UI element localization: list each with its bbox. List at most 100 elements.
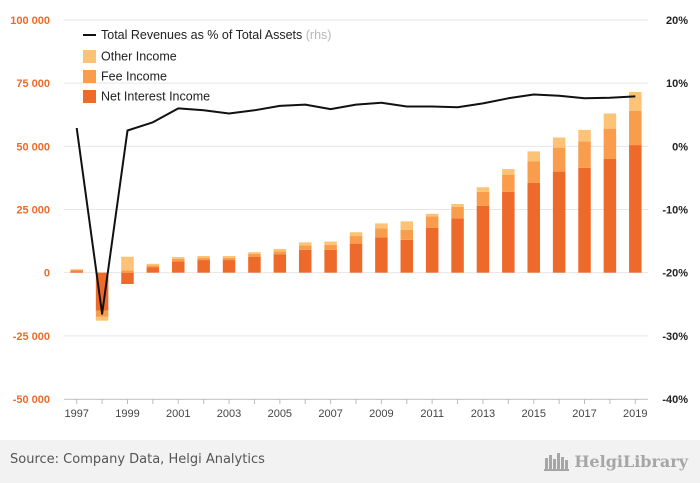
left-tick-label: 0 <box>44 268 50 280</box>
legend-swatch <box>83 90 96 103</box>
bar-fee-income <box>298 245 312 250</box>
x-tick-label: 2013 <box>471 408 495 420</box>
bar-fee-income <box>552 147 566 172</box>
right-axis: 20% 10% 0% -10% -20% -30% -40% <box>662 15 688 406</box>
x-tick-label: 2011 <box>420 408 444 420</box>
bar-fee-income <box>375 228 388 238</box>
bar-fee-income <box>451 206 464 219</box>
x-tick-label: 2007 <box>318 408 342 420</box>
library-icon <box>544 453 570 471</box>
bar-net-interest-income <box>121 272 134 285</box>
bar-other-income <box>578 129 591 142</box>
bar-net-interest-income <box>197 260 210 273</box>
right-tick-label: -40% <box>662 394 688 406</box>
right-tick-label: -20% <box>662 268 688 280</box>
bar-fee-income <box>527 161 540 183</box>
bar-fee-income <box>476 191 490 206</box>
bar-other-income <box>172 257 185 259</box>
bar-other-income <box>273 248 287 252</box>
x-tick-label: 2017 <box>572 408 596 420</box>
x-tick-label: 2001 <box>166 408 190 420</box>
bar-net-interest-income <box>273 254 287 273</box>
bar-fee-income <box>400 229 414 240</box>
x-axis: 1997 1999 2001 2003 2005 2007 2009 2011 2013 2015… <box>64 399 648 420</box>
right-tick-label: 10% <box>666 78 688 90</box>
bar-other-income <box>451 203 464 207</box>
bar-fee-income <box>629 110 642 146</box>
legend-rhs-tag: (rhs) <box>306 28 332 42</box>
bar-other-income <box>248 252 261 254</box>
left-tick-label: 25 000 <box>16 205 50 217</box>
bar-fee-income <box>502 174 515 192</box>
legend-label: Other Income <box>101 50 177 64</box>
x-tick-label: 1997 <box>64 408 88 420</box>
bar-net-interest-income <box>476 205 490 273</box>
legend-label: Fee Income <box>101 70 167 84</box>
bar-net-interest-income <box>578 167 591 273</box>
bar-fee-income <box>146 265 160 268</box>
bar-fee-income <box>603 128 617 159</box>
bar-net-interest-income <box>425 227 439 273</box>
bar-other-income <box>222 255 236 258</box>
bar-net-interest-income <box>603 158 617 273</box>
bar-net-interest-income <box>172 261 185 273</box>
x-tick-label: 2005 <box>268 408 292 420</box>
right-tick-label: 0% <box>672 141 688 153</box>
x-tick-label: 2015 <box>521 408 545 420</box>
bar-other-income <box>349 232 363 237</box>
bar-fee-income <box>248 253 261 258</box>
left-tick-label: -50 000 <box>13 394 50 406</box>
bar-other-income <box>298 242 312 246</box>
bar-net-interest-income <box>70 271 83 273</box>
bar-fee-income <box>324 244 337 250</box>
left-tick-label: -25 000 <box>13 331 50 343</box>
bar-other-income <box>629 92 642 111</box>
bar-fee-income <box>273 251 287 255</box>
bar-other-income <box>324 241 337 245</box>
bar-net-interest-income <box>95 272 109 311</box>
x-tick-label: 2019 <box>623 408 647 420</box>
right-tick-label: -10% <box>662 205 688 217</box>
bar-net-interest-income <box>400 239 414 273</box>
legend-label: Total Revenues as % of Total Assets (rhs… <box>101 28 331 42</box>
bar-fee-income <box>425 216 439 228</box>
revenue-chart: 100 000 75 000 50 000 25 000 0 -25 000 -50 000… <box>10 15 688 420</box>
bar-other-income <box>400 221 414 230</box>
bar-fee-income <box>197 258 210 261</box>
right-tick-label: -30% <box>662 331 688 343</box>
bar-other-income <box>603 113 617 129</box>
bar-other-income <box>476 187 490 192</box>
legend-swatch <box>83 70 96 83</box>
bar-fee-income <box>349 236 363 244</box>
bar-series <box>70 92 642 321</box>
x-tick-label: 1999 <box>115 408 139 420</box>
bar-other-income <box>527 151 540 162</box>
bar-fee-income <box>70 269 83 272</box>
bar-other-income <box>197 255 210 259</box>
footer: Source: Company Data, Helgi Analytics He… <box>0 440 700 483</box>
bar-net-interest-income <box>527 182 540 273</box>
bar-net-interest-income <box>298 249 312 273</box>
bar-other-income <box>95 316 109 321</box>
line-total-revenues-pct-assets <box>75 93 636 315</box>
legend: Total Revenues as % of Total Assets (rhs… <box>83 28 331 104</box>
bar-net-interest-income <box>324 249 337 273</box>
left-tick-label: 50 000 <box>16 141 50 153</box>
left-tick-label: 100 000 <box>10 15 50 27</box>
left-axis: 100 000 75 000 50 000 25 000 0 -25 000 -50 000 <box>10 15 50 406</box>
bar-fee-income <box>578 141 591 168</box>
left-tick-label: 75 000 <box>16 78 50 90</box>
bar-net-interest-income <box>146 267 160 273</box>
x-tick-label: 2003 <box>217 408 241 420</box>
bar-net-interest-income <box>375 237 388 273</box>
line-series <box>75 93 636 315</box>
bar-other-income <box>502 169 515 175</box>
bar-other-income <box>425 213 439 217</box>
bar-other-income <box>375 223 388 229</box>
bar-net-interest-income <box>552 171 566 273</box>
legend-swatch <box>83 50 96 63</box>
bar-other-income <box>146 263 160 266</box>
bar-other-income <box>70 269 83 270</box>
brand-logo: HelgiLibrary <box>544 449 688 473</box>
